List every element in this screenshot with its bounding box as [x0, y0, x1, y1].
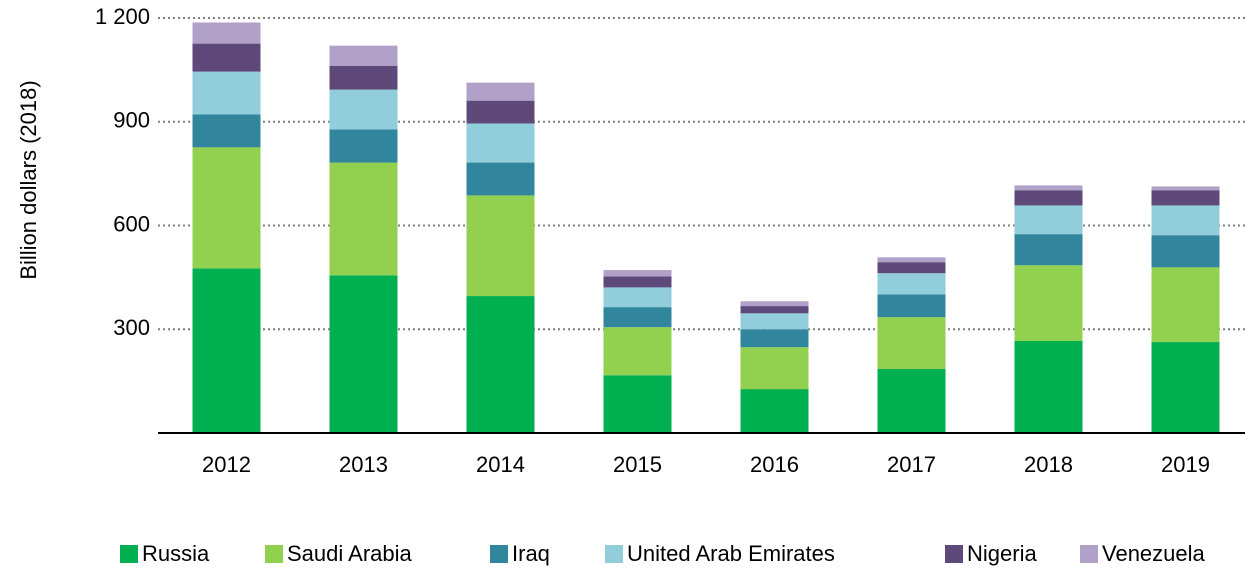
bar-segment [740, 347, 809, 390]
bar-segment [329, 89, 398, 130]
bar-segment [1014, 205, 1083, 235]
bar-segment [1014, 341, 1083, 433]
bar-segment [329, 275, 398, 433]
bar-segment [740, 329, 809, 348]
bar-segment [877, 273, 946, 295]
x-tick-label: 2015 [613, 452, 662, 477]
bar-segment [1014, 190, 1083, 206]
legend-swatch [120, 545, 138, 563]
bar-segment [1151, 342, 1220, 433]
bar-segment [466, 123, 535, 163]
y-tick-label: 300 [113, 315, 150, 340]
bar-segment [1151, 205, 1220, 236]
bar-segment [877, 262, 946, 274]
bar-segment [603, 276, 672, 288]
legend-swatch [490, 545, 508, 563]
legend-label: United Arab Emirates [627, 541, 835, 566]
bar-segment [740, 306, 809, 314]
bar-segment [603, 270, 672, 277]
bar-segment [1014, 265, 1083, 342]
bar-segment [192, 43, 261, 72]
bar-segment [603, 375, 672, 433]
bar-segment [1151, 186, 1220, 191]
bar-segment [1151, 235, 1220, 268]
x-tick-label: 2019 [1161, 452, 1210, 477]
bar-segment [877, 294, 946, 318]
y-tick-label: 1 200 [95, 4, 150, 29]
bar-segment [1014, 185, 1083, 191]
bar-segment [466, 296, 535, 433]
bar-segment [603, 327, 672, 376]
legend-swatch [945, 545, 963, 563]
legend-label: Saudi Arabia [287, 541, 413, 566]
bar-segment [740, 389, 809, 433]
bar-segment [466, 82, 535, 101]
bar-segment [192, 22, 261, 44]
x-tick-label: 2012 [202, 452, 251, 477]
bar-segment [877, 317, 946, 370]
x-tick-label: 2014 [476, 452, 525, 477]
bar-segment [329, 129, 398, 163]
bar-segment [603, 307, 672, 328]
y-tick-label: 600 [113, 211, 150, 236]
bar-segment [877, 369, 946, 433]
bar-segment [329, 65, 398, 90]
x-tick-label: 2013 [339, 452, 388, 477]
x-tick-label: 2016 [750, 452, 799, 477]
bar-segment [1014, 234, 1083, 266]
y-tick-label: 900 [113, 108, 150, 133]
legend-label: Iraq [512, 541, 550, 566]
bar-segment [466, 162, 535, 196]
legend-label: Russia [142, 541, 210, 566]
bar-segment [740, 313, 809, 330]
bar-segment [192, 147, 261, 269]
bar-segment [329, 162, 398, 276]
bar-segment [466, 100, 535, 124]
legend-swatch [265, 545, 283, 563]
bar-segment [603, 287, 672, 308]
bar-segment [1151, 267, 1220, 343]
legend-swatch [605, 545, 623, 563]
bar-segment [192, 268, 261, 433]
y-axis-label: Billion dollars (2018) [16, 80, 41, 279]
legend-label: Nigeria [967, 541, 1037, 566]
bar-segment [877, 257, 946, 263]
legend-swatch [1080, 545, 1098, 563]
bar-segment [740, 301, 809, 307]
legend-label: Venezuela [1102, 541, 1206, 566]
bar-segment [192, 114, 261, 148]
x-tick-label: 2017 [887, 452, 936, 477]
bar-segment [329, 45, 398, 66]
bar-segment [1151, 190, 1220, 206]
bar-segment [192, 71, 261, 115]
x-tick-label: 2018 [1024, 452, 1073, 477]
bar-segment [466, 195, 535, 297]
